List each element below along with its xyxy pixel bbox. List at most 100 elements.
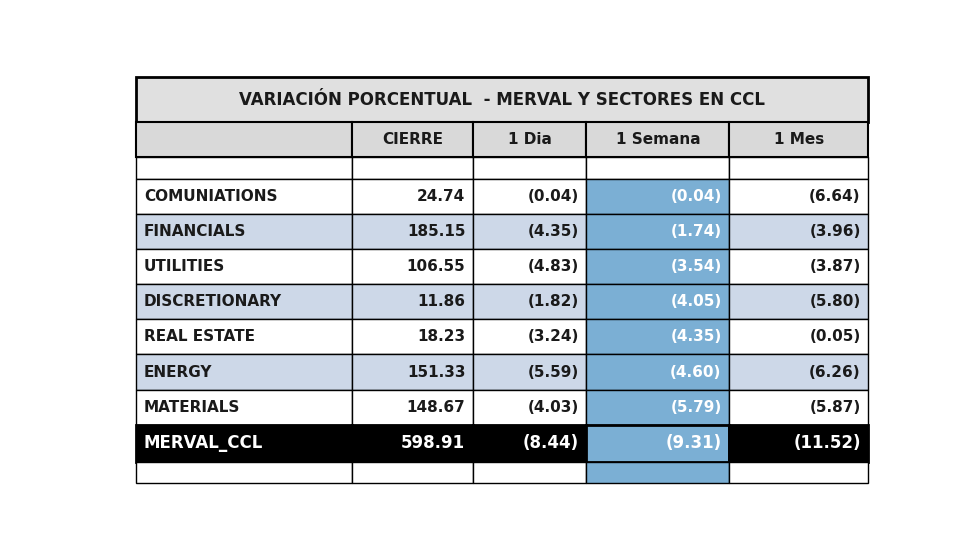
Text: (0.04): (0.04) [527, 189, 579, 204]
Text: (4.60): (4.60) [670, 365, 721, 380]
Bar [136, 425, 352, 462]
Bar [729, 284, 868, 319]
Text: 148.67: 148.67 [407, 400, 466, 415]
Text: (9.31): (9.31) [665, 434, 721, 452]
Bar [136, 319, 352, 355]
Text: 151.33: 151.33 [407, 365, 466, 380]
Bar [136, 390, 352, 425]
Text: (5.79): (5.79) [670, 400, 721, 415]
Text: (0.05): (0.05) [809, 329, 860, 345]
Bar [729, 462, 868, 483]
Text: ENERGY: ENERGY [144, 365, 213, 380]
Bar [729, 122, 868, 157]
Bar [473, 214, 586, 249]
Text: 185.15: 185.15 [407, 224, 466, 239]
Bar [352, 425, 473, 462]
Bar [729, 214, 868, 249]
Bar [729, 179, 868, 214]
Bar [473, 284, 586, 319]
Bar [729, 319, 868, 355]
Bar [586, 249, 729, 284]
Text: (6.26): (6.26) [809, 365, 860, 380]
Bar [136, 355, 352, 390]
Text: (1.74): (1.74) [670, 224, 721, 239]
Bar [352, 319, 473, 355]
Text: VARIACIÓN PORCENTUAL  - MERVAL Y SECTORES EN CCL: VARIACIÓN PORCENTUAL - MERVAL Y SECTORES… [239, 90, 765, 109]
Text: COMUNIATIONS: COMUNIATIONS [144, 189, 277, 204]
Bar [136, 249, 352, 284]
Text: REAL ESTATE: REAL ESTATE [144, 329, 255, 345]
Bar [473, 425, 586, 462]
Text: 11.86: 11.86 [417, 294, 466, 309]
Text: (6.64): (6.64) [809, 189, 860, 204]
Text: 1 Dia: 1 Dia [508, 132, 552, 147]
Bar [586, 214, 729, 249]
Bar [352, 462, 473, 483]
Bar [729, 157, 868, 179]
Bar [473, 390, 586, 425]
Text: (4.03): (4.03) [527, 400, 579, 415]
Bar [352, 157, 473, 179]
Text: (3.54): (3.54) [670, 259, 721, 274]
Bar [729, 355, 868, 390]
Text: (8.44): (8.44) [522, 434, 579, 452]
Text: 24.74: 24.74 [417, 189, 466, 204]
Bar [352, 122, 473, 157]
Bar [136, 214, 352, 249]
Bar [586, 284, 729, 319]
Text: 106.55: 106.55 [407, 259, 466, 274]
Bar [586, 179, 729, 214]
Text: (4.83): (4.83) [527, 259, 579, 274]
Bar [136, 462, 352, 483]
Bar [136, 157, 352, 179]
Bar [473, 179, 586, 214]
Text: (3.96): (3.96) [809, 224, 860, 239]
Text: (3.87): (3.87) [809, 259, 860, 274]
Text: (5.59): (5.59) [527, 365, 579, 380]
Bar [352, 179, 473, 214]
Bar [473, 249, 586, 284]
Bar [586, 157, 729, 179]
Bar [473, 319, 586, 355]
Bar [586, 319, 729, 355]
Bar [352, 390, 473, 425]
Text: (0.04): (0.04) [670, 189, 721, 204]
Text: UTILITIES: UTILITIES [144, 259, 225, 274]
Bar [586, 462, 729, 483]
Text: DISCRETIONARY: DISCRETIONARY [144, 294, 282, 309]
Bar [473, 355, 586, 390]
Bar [729, 249, 868, 284]
Bar [586, 390, 729, 425]
Bar [352, 249, 473, 284]
Bar [586, 122, 729, 157]
Bar [136, 77, 868, 122]
Text: 1 Semana: 1 Semana [615, 132, 700, 147]
Bar [729, 425, 868, 462]
Text: (3.24): (3.24) [527, 329, 579, 345]
Bar [352, 355, 473, 390]
Bar [473, 462, 586, 483]
Text: (4.35): (4.35) [527, 224, 579, 239]
Text: (4.35): (4.35) [670, 329, 721, 345]
Bar [136, 122, 352, 157]
Text: (1.82): (1.82) [527, 294, 579, 309]
Text: (5.87): (5.87) [809, 400, 860, 415]
Bar [729, 390, 868, 425]
Bar [136, 284, 352, 319]
Text: (11.52): (11.52) [793, 434, 860, 452]
Bar [586, 425, 729, 462]
Text: MATERIALS: MATERIALS [144, 400, 240, 415]
Bar [352, 214, 473, 249]
Text: MERVAL_CCL: MERVAL_CCL [144, 434, 264, 452]
Bar [473, 157, 586, 179]
Bar [352, 284, 473, 319]
Text: 18.23: 18.23 [417, 329, 466, 345]
Text: 598.91: 598.91 [401, 434, 466, 452]
Bar [586, 355, 729, 390]
Text: CIERRE: CIERRE [382, 132, 443, 147]
Bar [473, 122, 586, 157]
Text: FINANCIALS: FINANCIALS [144, 224, 246, 239]
Bar [136, 179, 352, 214]
Text: 1 Mes: 1 Mes [773, 132, 824, 147]
Text: (4.05): (4.05) [670, 294, 721, 309]
